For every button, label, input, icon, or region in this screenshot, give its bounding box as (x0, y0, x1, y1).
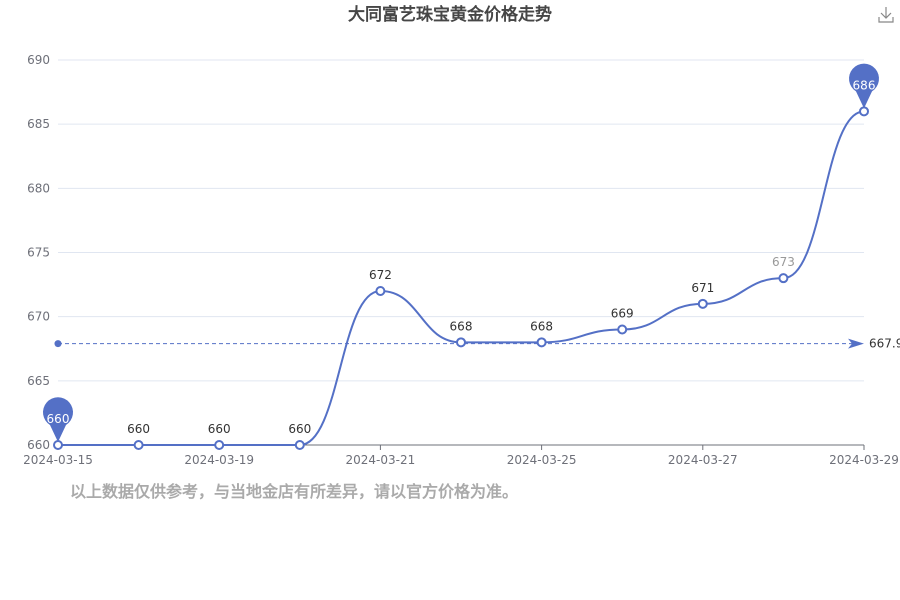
data-point (697, 298, 708, 309)
data-point (294, 440, 305, 450)
data-point (778, 273, 789, 284)
footer-note: 以上数据仅供参考，与当地金店有所差异，请以官方价格为准。 (70, 482, 519, 501)
x-tick-label: 2024-03-19 (184, 453, 254, 467)
y-tick-label: 660 (27, 438, 50, 452)
x-tick-label: 2024-03-21 (346, 453, 416, 467)
data-label: 669 (611, 307, 634, 321)
max-marker-pin (849, 63, 879, 109)
series-line (58, 110, 865, 447)
average-label: 667.9 (869, 337, 900, 351)
min-marker-pin (43, 397, 73, 442)
average-arrow (848, 338, 864, 349)
y-tick-label: 680 (27, 181, 50, 195)
y-tick-label: 665 (27, 374, 50, 388)
data-label: 660 (127, 422, 150, 436)
data-label: 668 (530, 319, 553, 333)
y-tick-label: 670 (27, 310, 50, 324)
data-point (456, 337, 466, 348)
min-marker-label: 660 (47, 412, 70, 426)
data-label: 671 (691, 281, 714, 295)
data-label: 660 (208, 422, 231, 436)
data-point (53, 440, 63, 450)
data-point (133, 440, 144, 450)
x-tick-label: 2024-03-27 (668, 453, 738, 467)
max-marker-label: 686 (853, 78, 876, 92)
data-point (617, 324, 628, 335)
chart-title: 大同富艺珠宝黄金价格走势 (348, 4, 552, 25)
data-label: 660 (288, 422, 311, 436)
y-tick-label: 690 (27, 53, 50, 67)
x-tick-label: 2024-03-25 (507, 453, 577, 467)
data-label: 672 (369, 268, 392, 282)
data-point (214, 440, 225, 450)
x-tick-label: 2024-03-29 (829, 453, 899, 467)
y-tick-label: 685 (27, 117, 50, 131)
data-point (859, 106, 869, 117)
data-point (375, 286, 386, 296)
data-label: 668 (450, 319, 473, 333)
data-point (536, 337, 547, 348)
download-icon[interactable] (878, 7, 894, 23)
data-label: 673 (772, 255, 795, 269)
y-tick-label: 675 (27, 246, 50, 260)
x-tick-label: 2024-03-15 (23, 453, 93, 467)
